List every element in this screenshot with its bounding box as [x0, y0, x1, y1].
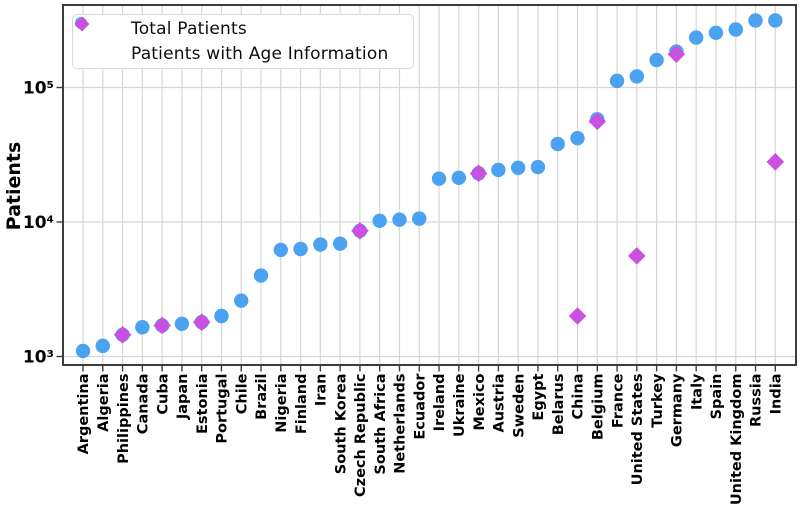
point-total-ukraine	[451, 170, 467, 186]
x-tick-label-netherlands: Netherlands	[393, 374, 409, 474]
point-total-argentina	[75, 343, 91, 359]
legend-label-total-patients: Total Patients	[131, 19, 247, 40]
x-tick-label-japan: Japan	[175, 374, 191, 421]
x-tick-label-nigeria: Nigeria	[274, 374, 290, 433]
x-tick-label-united-states: United States	[630, 374, 646, 486]
x-tick-label-spain: Spain	[709, 374, 725, 420]
point-total-turkey	[649, 52, 664, 68]
point-total-portugal	[214, 308, 229, 324]
point-total-iran	[313, 237, 328, 252]
point-total-ireland	[431, 171, 447, 186]
point-age-info-mexico	[469, 164, 488, 183]
x-tick-label-germany: Germany	[670, 373, 686, 447]
x-tick-label-united-kingdom: United Kingdom	[729, 374, 745, 506]
point-total-south-korea	[332, 236, 348, 251]
point-total-brazil	[253, 268, 269, 283]
point-total-belarus	[550, 136, 565, 152]
x-tick-label-iran: Iran	[314, 374, 330, 407]
legend-item-age-information: Patients with Age Information	[73, 16, 413, 67]
point-total-netherlands	[392, 212, 407, 227]
x-tick-label-ireland: Ireland	[432, 374, 448, 432]
y-tick-label-0: 10³	[23, 348, 54, 368]
x-tick-label-mexico: Mexico	[472, 373, 488, 430]
y-tick-label-1: 10⁴	[23, 213, 54, 233]
x-tick-label-china: China	[571, 374, 587, 420]
point-total-nigeria	[273, 242, 288, 258]
x-tick-label-chile: Chile	[234, 373, 250, 414]
legend-item-total-patients: Total Patients	[73, 17, 413, 42]
point-age-info-united-states	[628, 247, 646, 265]
x-tick-label-estonia: Estonia	[195, 374, 211, 435]
point-age-info-china	[568, 307, 587, 325]
point-total-chile	[234, 293, 249, 308]
point-total-japan	[174, 316, 190, 332]
point-total-south-africa	[372, 213, 387, 229]
point-total-italy	[688, 30, 704, 45]
x-tick-label-ukraine: Ukraine	[452, 373, 468, 437]
point-total-egypt	[530, 159, 546, 175]
point-total-france	[609, 73, 625, 89]
point-age-info-germany	[667, 45, 686, 63]
point-age-info-philippines	[113, 325, 132, 344]
point-age-info-belgium	[588, 112, 607, 131]
point-total-india	[768, 13, 783, 28]
x-tick-label-belarus: Belarus	[551, 374, 567, 436]
x-tick-label-sweden: Sweden	[511, 374, 527, 438]
point-age-info-india	[766, 153, 785, 171]
point-total-united-kingdom	[728, 22, 743, 37]
legend-label-age-information: Patients with Age Information	[131, 43, 389, 64]
y-axis-label: Patients	[3, 142, 25, 231]
point-total-canada	[135, 320, 150, 335]
x-tick-label-south-korea: South Korea	[333, 374, 349, 475]
x-tick-label-canada: Canada	[136, 374, 152, 435]
point-age-info-cuba	[153, 316, 171, 335]
point-total-finland	[293, 241, 308, 257]
plot-border	[62, 4, 797, 366]
chart-legend: Total Patients Patients with Age Informa…	[72, 14, 414, 69]
y-tick-label-2: 10⁵	[23, 79, 54, 99]
point-age-info-estonia	[192, 313, 211, 331]
point-total-china	[570, 130, 585, 146]
point-total-spain	[708, 25, 724, 41]
x-tick-label-france: France	[610, 373, 626, 428]
x-tick-label-russia: Russia	[749, 374, 765, 428]
x-tick-label-south-africa: South Africa	[373, 374, 389, 475]
x-tick-label-brazil: Brazil	[254, 374, 270, 420]
point-total-algeria	[95, 338, 110, 354]
x-tick-label-czech-republic: Czech Republic	[353, 374, 369, 498]
x-tick-label-argentina: Argentina	[76, 374, 92, 455]
x-tick-label-philippines: Philippines	[116, 374, 132, 464]
point-total-united-states	[629, 69, 645, 84]
x-tick-label-finland: Finland	[294, 374, 310, 435]
point-age-info-czech-republic	[351, 222, 369, 240]
x-tick-label-cuba: Cuba	[155, 374, 171, 415]
x-tick-label-portugal: Portugal	[215, 374, 231, 444]
point-total-russia	[748, 13, 763, 28]
point-total-ecuador	[412, 211, 427, 226]
x-tick-label-austria: Austria	[492, 374, 508, 433]
x-tick-label-egypt: Egypt	[531, 373, 547, 420]
point-total-austria	[491, 162, 506, 178]
x-tick-label-ecuador: Ecuador	[412, 373, 428, 440]
point-total-sweden	[510, 160, 526, 175]
x-tick-label-algeria: Algeria	[96, 374, 112, 432]
x-tick-label-italy: Italy	[689, 373, 705, 410]
x-tick-label-india: India	[769, 374, 785, 415]
x-tick-label-turkey: Turkey	[650, 373, 666, 428]
x-tick-label-belgium: Belgium	[590, 374, 606, 441]
